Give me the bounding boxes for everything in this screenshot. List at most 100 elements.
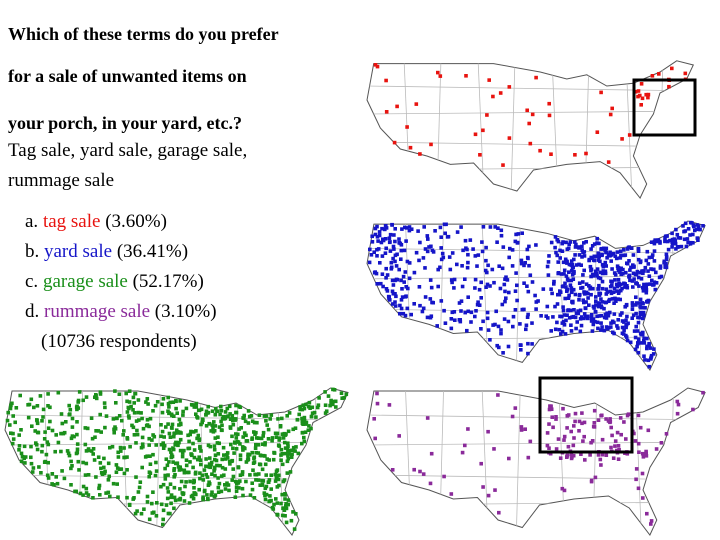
response-dot bbox=[577, 262, 581, 267]
response-dot bbox=[519, 425, 524, 429]
response-dot bbox=[218, 463, 222, 468]
response-dot bbox=[651, 267, 655, 272]
response-dot bbox=[541, 287, 546, 291]
response-dot bbox=[204, 412, 208, 417]
response-dot bbox=[480, 240, 484, 244]
response-dot bbox=[291, 427, 295, 432]
response-dot bbox=[589, 313, 594, 317]
response-dot bbox=[630, 301, 635, 305]
response-dot bbox=[670, 245, 674, 249]
response-dot bbox=[423, 295, 428, 299]
response-dot bbox=[59, 431, 63, 436]
response-dot bbox=[615, 324, 619, 328]
response-dot bbox=[596, 251, 601, 255]
response-dot bbox=[232, 440, 237, 444]
response-dot bbox=[17, 448, 21, 452]
response-dot bbox=[302, 419, 307, 423]
response-dot bbox=[399, 243, 404, 247]
response-dot bbox=[162, 443, 167, 448]
response-dot bbox=[256, 451, 261, 455]
response-dot bbox=[213, 436, 218, 440]
response-dot bbox=[62, 476, 67, 481]
response-dot bbox=[201, 497, 205, 501]
response-dot bbox=[520, 307, 525, 312]
response-dot bbox=[244, 479, 248, 484]
response-dot bbox=[212, 428, 217, 433]
response-dot bbox=[603, 271, 608, 276]
response-dot bbox=[276, 477, 281, 482]
response-dot bbox=[447, 255, 452, 259]
response-dot bbox=[285, 459, 290, 464]
response-dot bbox=[525, 284, 529, 288]
response-dot bbox=[384, 78, 388, 83]
response-dot bbox=[217, 481, 222, 486]
response-dot bbox=[174, 440, 178, 445]
response-dot bbox=[616, 291, 621, 295]
response-dot bbox=[381, 238, 386, 243]
response-dot bbox=[588, 453, 592, 457]
state-line bbox=[510, 60, 516, 198]
response-dot bbox=[553, 327, 558, 332]
response-dot bbox=[448, 267, 453, 272]
response-dot bbox=[81, 398, 85, 403]
response-dot bbox=[651, 282, 656, 287]
response-dot bbox=[442, 222, 447, 227]
response-dot bbox=[412, 270, 417, 275]
response-dot bbox=[384, 224, 388, 228]
response-dot bbox=[207, 421, 211, 426]
response-dot bbox=[67, 453, 72, 458]
response-dot bbox=[197, 487, 201, 492]
response-dot bbox=[405, 125, 409, 129]
response-dot bbox=[500, 266, 505, 271]
response-dot bbox=[219, 404, 223, 409]
response-dot bbox=[691, 223, 696, 227]
response-dot bbox=[568, 283, 573, 287]
response-dot bbox=[250, 487, 255, 492]
response-dot bbox=[204, 424, 209, 428]
response-dot bbox=[212, 465, 217, 470]
response-dot bbox=[589, 247, 593, 251]
response-dot bbox=[593, 319, 597, 324]
response-dot bbox=[266, 480, 271, 484]
response-dot bbox=[137, 485, 142, 490]
response-dot bbox=[217, 441, 221, 446]
response-dot bbox=[670, 66, 674, 71]
option-letter: a. bbox=[25, 211, 39, 232]
response-dot bbox=[674, 227, 678, 232]
response-dot bbox=[611, 456, 616, 460]
response-dot bbox=[644, 258, 649, 263]
response-dot bbox=[225, 406, 230, 411]
response-dot bbox=[488, 225, 493, 229]
response-dot bbox=[220, 423, 224, 428]
response-dot bbox=[414, 250, 419, 255]
response-dot bbox=[332, 388, 337, 392]
response-dot bbox=[191, 403, 195, 407]
response-dot bbox=[145, 397, 150, 401]
response-dot bbox=[645, 344, 649, 349]
response-dot bbox=[569, 452, 574, 456]
response-dot bbox=[600, 271, 605, 276]
response-dot bbox=[599, 463, 603, 467]
response-dot bbox=[453, 318, 457, 322]
response-dot bbox=[282, 440, 287, 445]
response-dot bbox=[471, 247, 475, 251]
response-dot bbox=[172, 431, 176, 436]
response-dot bbox=[633, 335, 638, 340]
response-dot bbox=[466, 260, 470, 265]
response-dot bbox=[302, 435, 306, 440]
response-dot bbox=[436, 284, 440, 289]
response-dot bbox=[439, 235, 443, 239]
response-dot bbox=[569, 308, 573, 313]
response-dot bbox=[397, 237, 401, 241]
response-dot bbox=[577, 419, 582, 424]
response-dot bbox=[161, 482, 166, 487]
response-dot bbox=[565, 313, 569, 317]
response-dot bbox=[46, 442, 51, 447]
response-dot bbox=[579, 263, 583, 267]
response-dot bbox=[589, 292, 593, 297]
response-dot bbox=[625, 338, 630, 343]
response-dot bbox=[389, 260, 394, 265]
response-dot bbox=[161, 522, 165, 527]
response-dot bbox=[635, 344, 639, 349]
response-dot bbox=[257, 472, 261, 476]
